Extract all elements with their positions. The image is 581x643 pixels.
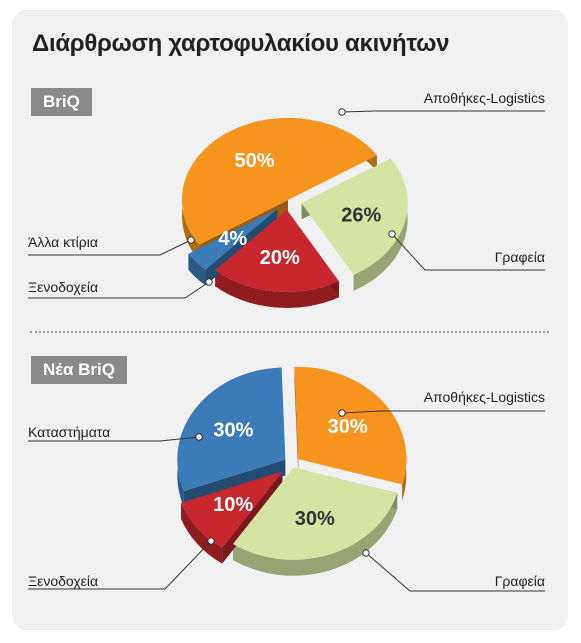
category-label-γραφεια: Γραφεία <box>495 573 545 589</box>
category-label-ξενοδοχεια: Ξενοδοχεία <box>28 573 98 589</box>
data-label-αλλα-κτιρια: 4% <box>218 228 247 250</box>
data-label-αποθηκες-logistics: 50% <box>234 150 274 172</box>
pie-slice-καταστηματα <box>177 367 286 491</box>
leader-line-ξενοδοχεια <box>28 281 210 299</box>
slice-side-αλλα-κτιρια <box>188 253 206 286</box>
pie-slice-αποθηκες-logistics <box>294 367 407 485</box>
chart-badge-briq: BriQ <box>31 88 92 116</box>
slice-side-ξενοδοχεια <box>181 502 223 564</box>
page-title: Διάρθρωση χαρτοφυλακίου ακινήτων <box>32 30 450 57</box>
leader-line-γραφεια <box>365 552 545 592</box>
leader-dot-αποθηκες-logistics <box>338 108 346 116</box>
leader-dot-γραφεια <box>362 549 370 557</box>
category-label-ξενοδοχεια: Ξενοδοχεία <box>28 279 98 295</box>
category-label-αλλα-κτιρια: Άλλα κτίρια <box>28 234 98 250</box>
section-divider <box>30 331 549 333</box>
leader-dot-αποθηκες-logistics <box>338 409 346 417</box>
data-label-ξενοδοχεια: 10% <box>213 494 253 516</box>
pie-slice-ξενοδοχεια <box>181 471 283 548</box>
leader-dot-καταστηματα <box>195 433 203 441</box>
leader-line-γραφεια <box>391 233 545 271</box>
pie-slice-γραφεια <box>232 467 398 560</box>
data-label-ξενοδοχεια: 20% <box>260 247 300 269</box>
slice-side-ξενοδοχεια <box>215 270 339 308</box>
pie-slice-γραφεια <box>301 158 408 275</box>
leader-line-αλλα-κτιρια <box>28 239 192 256</box>
pie-slice-αλλα-κτιρια <box>188 209 278 270</box>
pie-slice-ξενοδοχεια <box>215 209 339 292</box>
pie-chart-1: 30% 30% 10% 30% Αποθήκες-Logistics Γραφεία Ξεν… <box>28 367 545 592</box>
leader-line-αποθηκες-logistics <box>341 110 545 113</box>
pie-chart-0: 50% 26% 20% 4% Αποθήκες-Logistics Γραφεία Ξενο… <box>28 90 545 308</box>
pie-slice-αποθηκες-logistics <box>182 118 377 245</box>
leader-dot-γραφεια <box>388 230 396 238</box>
data-label-γραφεια: 26% <box>341 205 381 227</box>
leader-dot-ξενοδοχεια <box>207 537 215 545</box>
category-label-αποθηκες-logistics: Αποθήκες-Logistics <box>424 90 545 106</box>
category-label-αποθηκες-logistics: Αποθήκες-Logistics <box>424 389 545 405</box>
slice-wall-αποθηκες-logistics <box>294 367 299 476</box>
data-label-γραφεια: 30% <box>295 508 335 530</box>
leader-dot-αλλα-κτιρια <box>187 236 195 244</box>
leader-line-ξενοδοχεια <box>28 540 212 590</box>
leader-dot-ξενοδοχεια <box>205 278 213 286</box>
chart-badge-nea-briq: Νέα BriQ <box>31 356 127 384</box>
leader-line-αποθηκες-logistics <box>341 410 545 414</box>
category-label-καταστηματα: Καταστήματα <box>28 424 110 440</box>
slice-side-γραφεια <box>353 158 408 291</box>
category-label-γραφεια: Γραφεία <box>495 249 545 265</box>
data-label-καταστηματα: 30% <box>213 420 253 442</box>
slice-side-γραφεια <box>232 493 398 576</box>
leader-line-καταστηματα <box>28 436 200 442</box>
data-label-αποθηκες-logistics: 30% <box>328 416 368 438</box>
